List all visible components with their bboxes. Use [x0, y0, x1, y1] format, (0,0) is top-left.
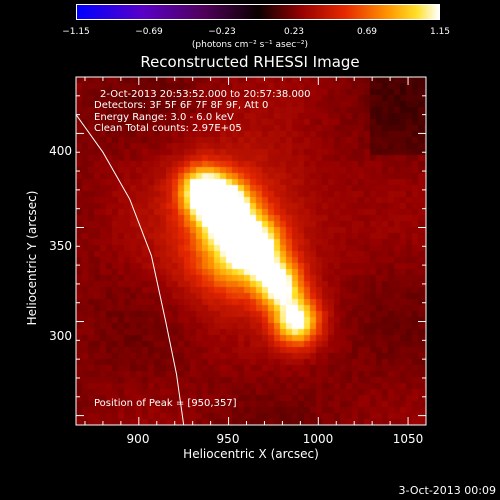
y-tick-label: 300 — [49, 329, 72, 343]
y-tick-label: 400 — [49, 144, 72, 158]
x-tick-label: 950 — [216, 432, 240, 446]
chart-title: Reconstructed RHESSI Image — [140, 53, 360, 71]
colorbar — [76, 4, 440, 20]
colorbar-tick: −0.23 — [208, 27, 236, 37]
counts-annotation: Clean Total counts: 2.97E+05 — [94, 123, 242, 134]
y-tick-label: 350 — [49, 239, 72, 253]
x-tick-label: 1000 — [302, 432, 334, 446]
detectors-annotation: Detectors: 3F 5F 6F 7F 8F 9F, Att 0 — [94, 100, 269, 111]
plot-date-stamp: 3-Oct-2013 00:09 — [398, 484, 496, 497]
solar-limb-line — [75, 114, 185, 426]
colorbar-tick: −1.15 — [62, 27, 90, 37]
heatmap-image — [76, 77, 426, 425]
x-axis-label: Heliocentric X (arcsec) — [183, 447, 319, 461]
colorbar-tick: 0.23 — [283, 27, 305, 37]
time-range-annotation: 2-Oct-2013 20:53:52.000 to 20:57:38.000 — [100, 89, 311, 100]
colorbar-tick: 1.15 — [429, 27, 451, 37]
plot-frame — [75, 76, 427, 426]
colorbar-units: (photons cm⁻² s⁻¹ asec⁻²) — [191, 40, 309, 50]
y-axis-label: Heliocentric Y (arcsec) — [25, 190, 39, 326]
colorbar-tick: 0.69 — [356, 27, 378, 37]
energy-annotation: Energy Range: 3.0 - 6.0 keV — [94, 112, 234, 123]
x-tick-label: 900 — [126, 432, 150, 446]
x-tick-label: 1050 — [392, 432, 424, 446]
colorbar-tick: −0.69 — [135, 27, 163, 37]
peak-position-label: Position of Peak = [950,357] — [94, 398, 237, 409]
